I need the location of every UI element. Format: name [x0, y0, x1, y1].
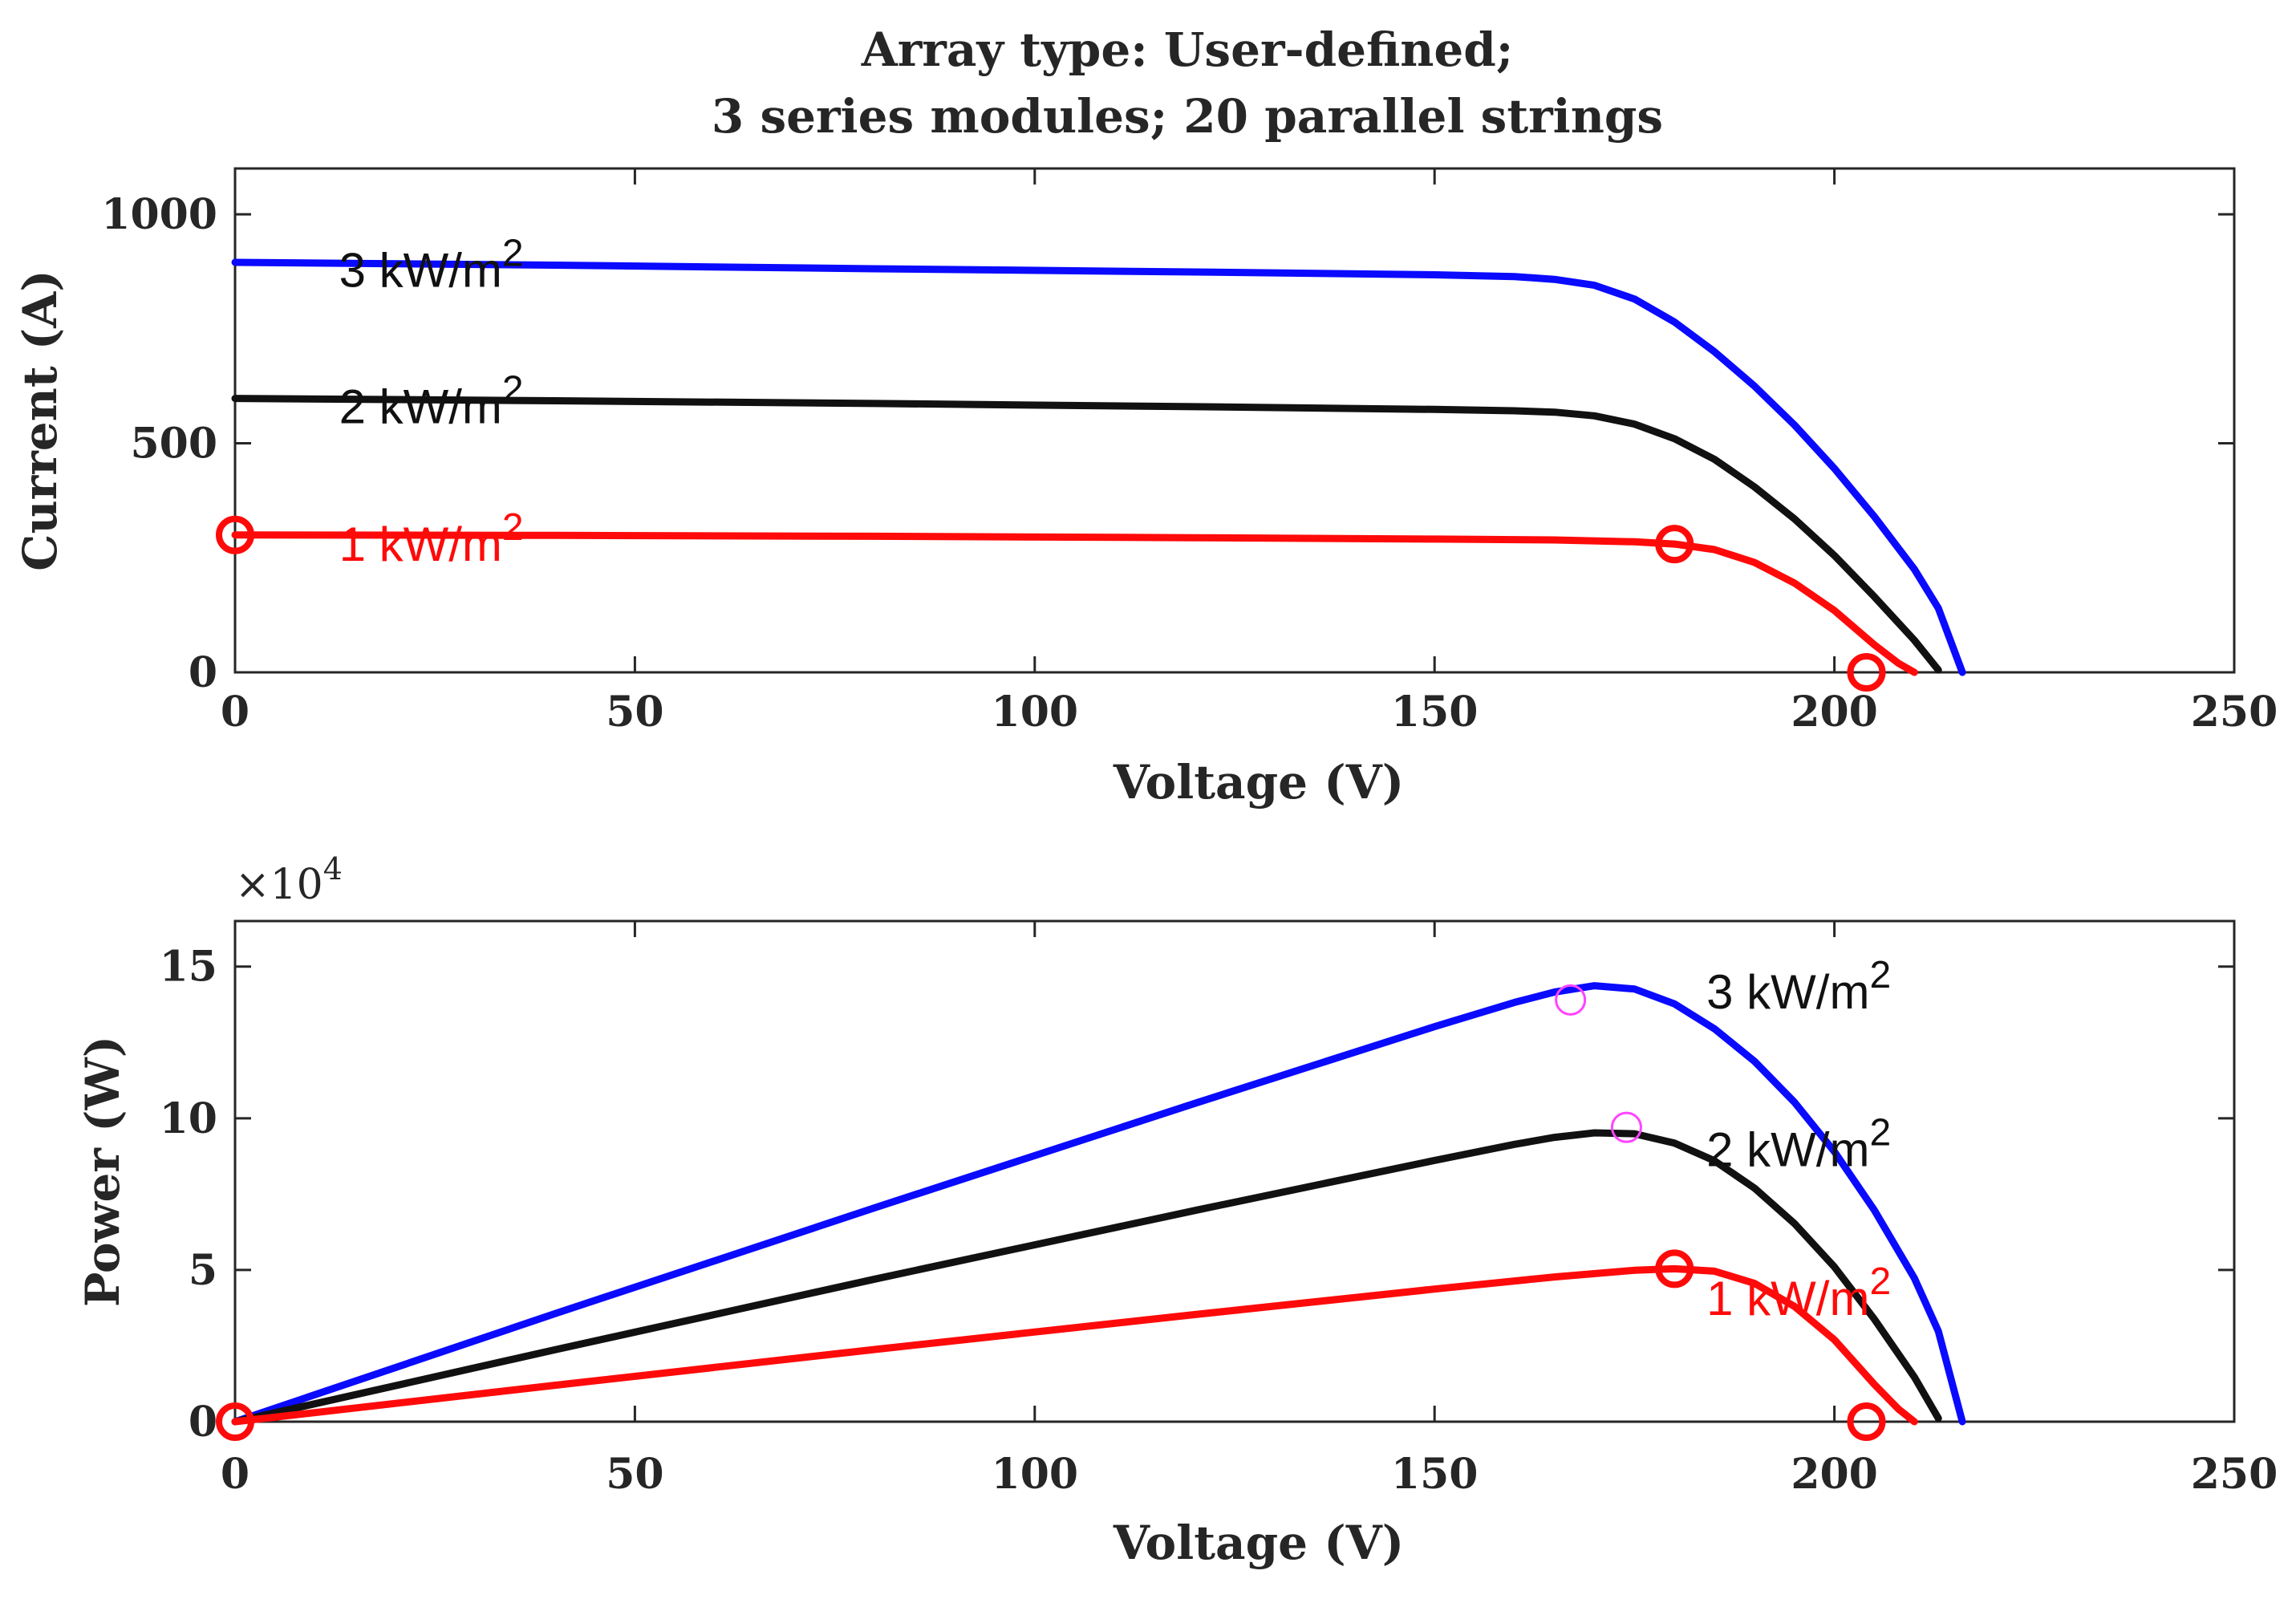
pv-axes-frame: [233, 919, 2236, 1423]
pv-y-exponent: ×104: [235, 851, 343, 909]
iv-xtick-label: 50: [606, 688, 663, 737]
iv-xtick-label: 100: [992, 688, 1079, 737]
iv-xlabel: Voltage (V): [1113, 755, 1404, 810]
iv-series-line-1: [231, 258, 1966, 676]
iv-ytick-label: 1000: [101, 190, 217, 239]
curve-label-sup: 2: [1869, 954, 1891, 996]
iv-xtick-label: 0: [221, 688, 249, 737]
pv-marker-open-circuit: [1847, 1402, 1886, 1441]
pv-ylabel: Power (W): [75, 1036, 130, 1307]
chart-title-line2: 3 series modules; 20 parallel strings: [712, 89, 1663, 144]
chart-title-line1: Array type: User-defined;: [861, 22, 1514, 77]
pv-xtick-label: 50: [606, 1450, 663, 1499]
iv-curve-label: 3 kW/m2: [339, 233, 524, 298]
pv-xtick-label: 200: [1791, 1450, 1878, 1499]
iv-curve-label: 2 kW/m2: [339, 369, 524, 434]
pv-marker-max-power: [1655, 1249, 1694, 1289]
curve-label-main: 3 kW/m: [1706, 965, 1869, 1019]
pv-plot: 0 50 100 150 200 250 0 5 10 15 Voltage (V) Power (W…: [75, 851, 2278, 1570]
iv-ytick-label: 500: [130, 420, 217, 469]
pv-xtick-label: 100: [992, 1450, 1079, 1499]
iv-plot: 0 50 100 150 200 250 0 500 1000 Voltage (V) Curren…: [13, 167, 2278, 810]
pv-series-line-1: [231, 982, 1966, 1426]
y-exponent-base: ×10: [235, 861, 323, 909]
pv-xtick-label: 150: [1391, 1450, 1479, 1499]
iv-ylabel: Current (A): [13, 270, 67, 570]
curve-label-main: 2 kW/m: [339, 380, 502, 434]
pv-ytick-label: 0: [189, 1398, 217, 1447]
curve-label-main: 2 kW/m: [1706, 1123, 1869, 1177]
pv-marker-mpp-2kw: [1610, 1111, 1642, 1143]
pv-xlabel: Voltage (V): [1113, 1516, 1404, 1570]
iv-curve-label: 1 kW/m2: [339, 506, 524, 571]
pv-curve-label: 1 kW/m2: [1706, 1260, 1891, 1325]
iv-xtick-label: 150: [1391, 688, 1479, 737]
iv-xtick-label: 250: [2191, 688, 2278, 737]
iv-marker-open-circuit: [1847, 653, 1886, 692]
pv-marker-mpp-3kw: [1555, 984, 1587, 1016]
iv-marker-short-circuit: [216, 515, 254, 554]
pv-marker-origin: [216, 1402, 254, 1441]
pv-curve-label: 2 kW/m2: [1706, 1112, 1891, 1177]
iv-xtick-label: 200: [1791, 688, 1878, 737]
pv-ytick-label: 5: [189, 1246, 217, 1295]
curve-label-sup: 2: [502, 369, 524, 412]
curve-label-sup: 2: [1869, 1260, 1891, 1303]
iv-series-line-3: [231, 531, 1918, 676]
pv-series-line-2: [231, 1129, 1942, 1426]
curve-label-sup: 2: [1869, 1112, 1891, 1155]
iv-marker-max-power: [1655, 525, 1694, 564]
curve-label-sup: 2: [502, 233, 524, 275]
curve-label-main: 1 kW/m: [339, 517, 502, 571]
iv-axes-frame: [233, 167, 2236, 674]
iv-series-line-2: [231, 395, 1942, 674]
pv-xtick-label: 0: [221, 1450, 249, 1499]
iv-ytick-label: 0: [189, 648, 217, 697]
pv-ytick-label: 10: [160, 1094, 217, 1143]
pv-curve-label: 3 kW/m2: [1706, 954, 1891, 1019]
curve-label-main: 3 kW/m: [339, 244, 502, 298]
pv-ytick-label: 15: [160, 943, 217, 992]
curve-label-sup: 2: [502, 506, 524, 549]
pv-series-line-3: [231, 1264, 1918, 1426]
pv-xtick-label: 250: [2191, 1450, 2278, 1499]
curve-label-main: 1 kW/m: [1706, 1272, 1869, 1325]
y-exponent-power: 4: [323, 851, 343, 887]
